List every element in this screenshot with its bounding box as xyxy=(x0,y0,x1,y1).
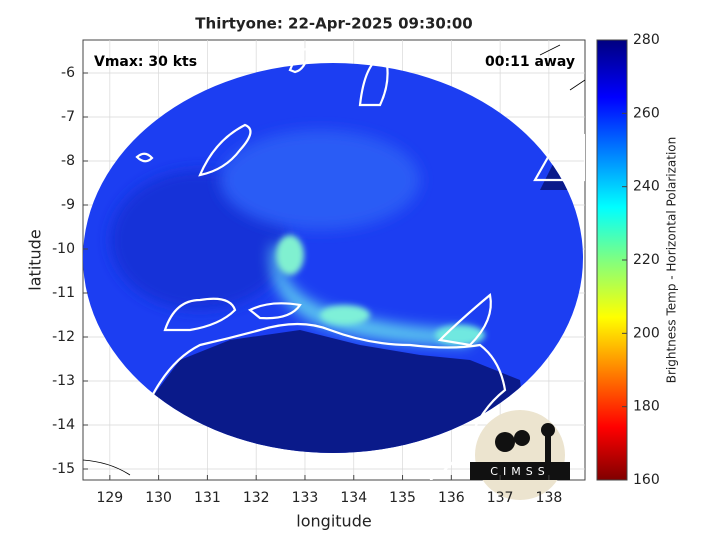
x-tick-label: 131 xyxy=(194,490,221,506)
x-tick-label: 134 xyxy=(340,490,367,506)
colorbar-tick-label: 200 xyxy=(633,325,660,341)
colorbar-label: Brightness Temp - Horizontal Polarizatio… xyxy=(665,137,679,384)
x-tick-label: 135 xyxy=(389,490,416,506)
x-axis-label: longitude xyxy=(296,512,371,531)
colorbar-tick-label: 160 xyxy=(633,472,660,488)
y-tick-label: -9 xyxy=(61,197,75,213)
annotation: Vmax: 30 kts xyxy=(94,54,197,70)
x-tick-label: 132 xyxy=(243,490,270,506)
y-tick-label: -7 xyxy=(61,109,75,125)
x-tick-label: 136 xyxy=(438,490,465,506)
annotation: 00:11 away xyxy=(485,54,575,70)
y-tick-label: -13 xyxy=(52,373,75,389)
y-tick-label: -12 xyxy=(52,329,75,345)
colorbar-tick-label: 220 xyxy=(633,252,660,268)
y-tick-label: -10 xyxy=(52,241,75,257)
colorbar-tick-label: 240 xyxy=(633,179,660,195)
colorbar-tick-label: 280 xyxy=(633,32,660,48)
y-axis-label: latitude xyxy=(26,229,45,290)
y-tick-label: -11 xyxy=(52,285,75,301)
x-tick-label: 137 xyxy=(487,490,514,506)
cimss-logo: CIMSS xyxy=(470,410,570,500)
chart-title: Thirtyone: 22-Apr-2025 09:30:00 xyxy=(195,15,472,33)
y-tick-label: -15 xyxy=(52,461,75,477)
x-tick-label: 133 xyxy=(292,490,319,506)
x-tick-label: 129 xyxy=(96,490,123,506)
y-tick-label: -14 xyxy=(52,417,75,433)
x-tick-label: 138 xyxy=(536,490,563,506)
image xyxy=(83,44,585,480)
y-tick-label: -6 xyxy=(61,65,75,81)
colorbar-tick-label: 260 xyxy=(633,105,660,121)
x-tick-label: 130 xyxy=(145,490,172,506)
y-tick-label: -8 xyxy=(61,153,75,169)
colorbar-tick-label: 180 xyxy=(633,399,660,415)
logo-text: CIMSS xyxy=(490,465,549,478)
